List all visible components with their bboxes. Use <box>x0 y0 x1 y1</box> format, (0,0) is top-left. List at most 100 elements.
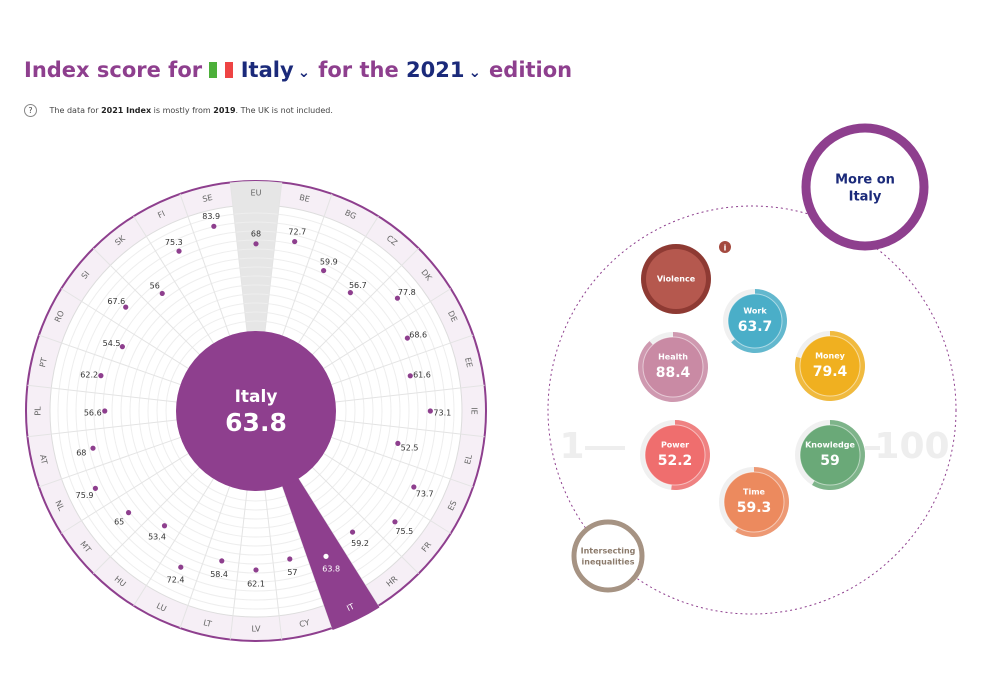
sector-line <box>335 419 485 438</box>
dot <box>98 373 104 379</box>
value-label: 73.1 <box>433 409 451 418</box>
sector-line <box>312 248 419 355</box>
dot <box>404 335 410 341</box>
domain-value: 88.4 <box>656 365 691 381</box>
domain-score-arc <box>638 332 708 402</box>
dot <box>287 556 293 562</box>
category-label: FI <box>156 209 166 220</box>
help-icon[interactable]: ? <box>24 104 37 117</box>
category-label: PL <box>34 406 43 416</box>
domain-score-arc <box>735 467 789 537</box>
domain-bubble <box>727 293 783 349</box>
category-label: SI <box>80 269 92 280</box>
category-label: IT <box>345 602 356 613</box>
category-label: SE <box>202 193 214 204</box>
dot <box>323 553 329 559</box>
sector-line <box>298 215 379 344</box>
sector-line <box>264 182 283 332</box>
domain-label: Time <box>743 488 766 497</box>
note-bold: 2021 Index <box>101 106 152 115</box>
value-label: 57 <box>287 568 297 577</box>
dot <box>321 267 327 274</box>
domain-value: 59.3 <box>737 500 772 516</box>
domain-track <box>795 331 865 401</box>
value-label: 68 <box>251 229 261 238</box>
more-link[interactable] <box>801 123 929 251</box>
value-label: 75.9 <box>76 491 94 500</box>
dot <box>292 238 298 245</box>
caret[interactable]: ⌄ <box>297 63 311 81</box>
category-label: NL <box>53 499 66 513</box>
category-label: HU <box>113 574 128 589</box>
domain-value: 59 <box>820 453 839 469</box>
sector-line <box>179 193 231 336</box>
sector-line <box>281 486 333 629</box>
sector-line <box>60 288 189 369</box>
label-ring <box>25 180 487 642</box>
domain-track <box>795 420 865 490</box>
value-label: 65 <box>114 518 124 527</box>
category-label: EU <box>251 189 262 198</box>
value-label: 56.6 <box>84 409 102 418</box>
domain-label: Money <box>815 352 846 361</box>
sector-line <box>179 486 231 629</box>
dot <box>176 248 182 254</box>
domain-bubble <box>799 424 861 486</box>
category-label: CY <box>298 618 310 629</box>
domain-bubble <box>723 471 785 533</box>
dot <box>407 373 413 379</box>
value-label: 59.9 <box>320 257 338 266</box>
value-label: 73.7 <box>416 490 434 499</box>
domain-track <box>641 244 711 314</box>
value-label: 54.5 <box>103 339 121 348</box>
domain-score-arc <box>731 289 787 354</box>
category-label: BG <box>343 208 357 221</box>
ring <box>120 275 392 547</box>
ring <box>84 239 428 583</box>
domain-label: Power <box>661 441 689 450</box>
value-label: 62.1 <box>247 579 265 588</box>
domain-track <box>723 289 787 353</box>
caret[interactable]: ⌄ <box>468 63 482 81</box>
dot <box>119 344 125 350</box>
sector-line <box>229 182 248 332</box>
dot <box>411 484 417 490</box>
edition-select[interactable]: 2021 <box>406 58 465 82</box>
note: ? The data for 2021 Index is mostly from… <box>24 104 333 117</box>
intersecting-line: inequalities <box>582 558 635 567</box>
category-label: LU <box>155 601 168 613</box>
value-label: 83.9 <box>202 212 220 221</box>
value-label: 56.7 <box>349 281 367 290</box>
country-select[interactable]: Italy <box>240 58 294 82</box>
dot <box>253 567 259 573</box>
sector-line <box>27 419 177 438</box>
dot <box>427 408 433 414</box>
category-label: CZ <box>385 234 400 248</box>
title-start: Index score for <box>24 58 203 82</box>
intersecting-line: Intersecting <box>581 547 636 556</box>
category-label: RO <box>53 309 66 324</box>
value-label: 63.8 <box>322 565 340 574</box>
center-circle <box>176 331 336 491</box>
info-icon <box>719 241 731 253</box>
sector-line <box>264 490 283 640</box>
domain-value: 79.4 <box>813 364 848 380</box>
note-text: . The UK is not included. <box>235 106 333 115</box>
header: Index score for Italy ⌄ for the 2021 ⌄ editi… <box>24 58 572 82</box>
domain-bubble <box>642 336 704 398</box>
sector-line <box>298 478 379 607</box>
sector-line <box>93 248 200 355</box>
dot <box>125 510 132 516</box>
domain-track <box>640 420 710 490</box>
dot <box>90 445 96 451</box>
intersecting-link[interactable] <box>571 519 645 593</box>
sector-line <box>38 334 181 386</box>
category-label: DK <box>419 268 434 283</box>
ring <box>75 230 437 592</box>
dot <box>347 290 353 296</box>
ring <box>93 248 419 574</box>
sector-line <box>323 453 452 534</box>
ring <box>165 320 347 502</box>
center-value: 63.8 <box>225 408 287 437</box>
dot <box>123 304 129 310</box>
